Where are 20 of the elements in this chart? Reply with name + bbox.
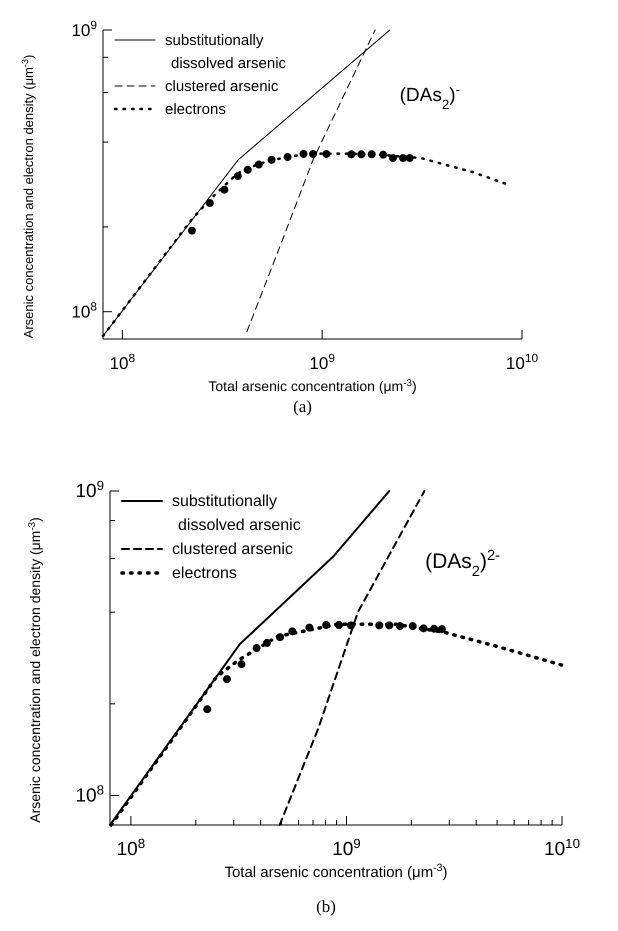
x-tick-label: 10$^{8}$ xyxy=(110,351,136,373)
legend-label: electrons xyxy=(172,565,237,582)
legend-label: clustered arsenic xyxy=(165,78,279,95)
y-tick-label: 10$^{8}$ xyxy=(71,300,98,322)
y-tick-label: 10$^{9}$ xyxy=(71,18,98,40)
text: (b) xyxy=(316,897,336,916)
text: (a) xyxy=(293,397,312,416)
x-tick-label: 10$^{10}$ xyxy=(506,351,538,373)
annotation: (DAs$_{2}$)$^{2-}$ xyxy=(425,548,500,580)
y-tick-label: 10$^{8}$ xyxy=(75,782,104,806)
x-tick-label: 10$^{10}$ xyxy=(544,836,580,860)
x-tick-label: 10$^{9}$ xyxy=(309,351,336,373)
legend-label: clustered arsenic xyxy=(172,541,293,558)
legend-label: electrons xyxy=(165,101,226,118)
x-axis-title: Total arsenic concentration (μm$^{-3}$) xyxy=(224,862,448,881)
annotation: (DAs$_{2}$)$^{-}$ xyxy=(400,82,460,112)
y-tick-label: 10$^{9}$ xyxy=(75,478,104,502)
x-tick-label: 10$^{9}$ xyxy=(332,836,361,860)
x-tick-label: 10$^{8}$ xyxy=(116,836,146,860)
x-axis-title: Total arsenic concentration (μm$^{-3}$) xyxy=(208,378,417,394)
